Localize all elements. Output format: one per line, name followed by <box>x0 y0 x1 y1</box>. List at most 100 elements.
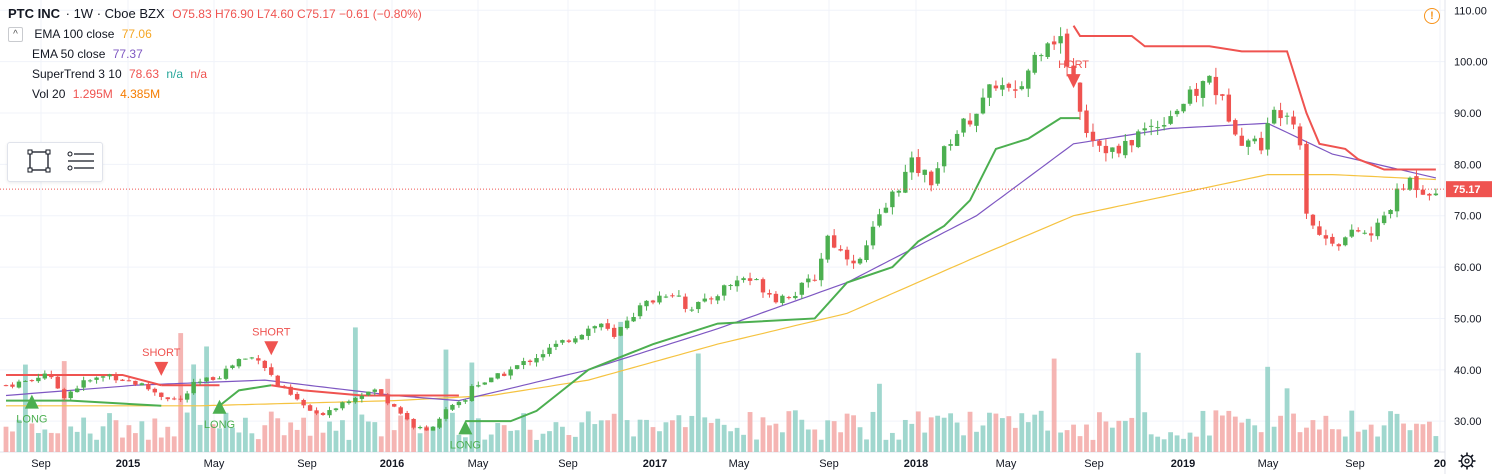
volume-bar <box>883 439 889 452</box>
candle-body <box>831 235 837 248</box>
candle-body <box>392 404 397 407</box>
volume-bar <box>145 439 151 452</box>
candle-body <box>437 418 442 428</box>
candle-body <box>819 258 824 281</box>
candle-body <box>1239 135 1244 146</box>
candle-body <box>566 340 572 342</box>
candle-body <box>1077 82 1083 112</box>
rectangle-select-icon[interactable] <box>26 148 56 176</box>
candle-body <box>948 144 953 146</box>
volume-bar <box>1064 430 1070 452</box>
indicator-row-ema50[interactable]: EMA 50 close 77.37 <box>8 44 422 64</box>
time-tick-label: 2015 <box>116 458 140 470</box>
indicator-row-supertrend[interactable]: SuperTrend 3 10 78.63 n/a n/a <box>8 64 422 84</box>
candle-body <box>159 392 164 397</box>
volume-bar <box>1207 435 1212 452</box>
volume-bar <box>372 422 378 452</box>
indicator-value: 78.63 <box>128 67 159 81</box>
indicator-row-volume[interactable]: Vol 20 1.295M 4.385M <box>8 84 422 104</box>
volume-bar <box>1375 436 1381 452</box>
candle-body <box>1032 54 1037 73</box>
volume-bar <box>495 423 501 452</box>
volume-bar <box>126 425 132 452</box>
volume-bar <box>792 410 798 452</box>
volume-bar <box>909 423 915 452</box>
time-tick-label: Sep <box>31 458 51 470</box>
volume-bar <box>1394 413 1400 452</box>
volume-bar <box>1012 427 1018 452</box>
time-tick-label: 2018 <box>904 458 928 470</box>
volume-bar <box>572 436 578 452</box>
candle-body <box>767 293 772 295</box>
candle-body <box>954 133 960 146</box>
candle-body <box>1420 189 1426 195</box>
volume-bar <box>896 439 902 452</box>
volume-bar <box>424 426 429 452</box>
price-axis[interactable]: 110.00 100.00 90.00 80.00 70.00 60.00 50.00 40.… <box>1454 5 1488 428</box>
candle-body <box>838 249 843 251</box>
volume-bar <box>514 430 520 452</box>
volume-bar <box>1245 418 1251 452</box>
symbol-name[interactable]: PTC INC <box>8 6 60 21</box>
candle-body <box>36 377 41 382</box>
candle-body <box>637 305 643 317</box>
volume-bar <box>1103 421 1109 452</box>
candle-body <box>903 171 908 193</box>
time-tick-label: Sep <box>1345 458 1365 470</box>
volume-bar <box>948 413 954 452</box>
candle-body <box>184 393 190 400</box>
interval-label[interactable]: 1W <box>73 6 94 21</box>
volume-bar <box>1310 420 1316 452</box>
volume-bar <box>747 412 753 452</box>
volume-bar <box>734 427 740 452</box>
volume-bar <box>799 419 805 452</box>
time-tick-label: 2017 <box>643 458 667 470</box>
candle-body <box>204 377 209 382</box>
candle-body <box>113 375 119 381</box>
volume-bar <box>450 412 455 452</box>
volume-bar <box>352 327 358 452</box>
indicator-row-ema100[interactable]: ^ EMA 100 close 77.06 <box>8 24 422 44</box>
volume-bar <box>1194 436 1199 452</box>
volume-bar <box>682 427 688 452</box>
candle-body <box>1271 109 1277 124</box>
volume-bar <box>1174 435 1180 452</box>
supertrend-segment <box>271 384 459 397</box>
alert-icon[interactable]: ! <box>1424 8 1440 24</box>
ema-50-path <box>5 122 1437 402</box>
chevron-up-icon[interactable]: ^ <box>8 27 23 43</box>
candle-body <box>844 249 850 260</box>
volume-bar <box>171 436 177 452</box>
volume-bar <box>818 439 824 452</box>
candle-body <box>1142 128 1147 131</box>
time-axis[interactable]: Sep 2015 May Sep 2016 May Sep 2017 May Sep 2018 May… <box>31 458 1446 470</box>
candle-body <box>1394 188 1400 212</box>
volume-bar <box>327 421 332 452</box>
candle-body <box>1349 229 1354 237</box>
list-menu-icon[interactable] <box>66 148 96 176</box>
volume-bar <box>676 415 682 452</box>
candle-body <box>631 317 636 322</box>
volume-bar <box>488 434 494 452</box>
supertrend-segment <box>1072 25 1436 171</box>
candle-body <box>599 323 604 328</box>
candle-body <box>236 359 242 367</box>
volume-bar <box>1129 417 1135 452</box>
candle-body <box>1071 65 1076 82</box>
time-tick-label: May <box>729 458 750 470</box>
candle-body <box>1388 210 1393 215</box>
candle-body <box>1381 215 1387 224</box>
candle-body <box>825 235 830 260</box>
ema-50-line <box>5 122 1437 402</box>
candle-body <box>411 418 416 428</box>
price-tick-label: 90.00 <box>1454 108 1482 120</box>
candle-body <box>1187 89 1193 104</box>
volume-bar <box>954 422 960 452</box>
candle-body <box>1427 193 1432 196</box>
candle-body <box>864 245 869 260</box>
volume-bar <box>644 419 649 452</box>
candle-body <box>508 369 513 376</box>
candle-body <box>1084 110 1089 134</box>
gear-icon[interactable] <box>1458 452 1476 470</box>
